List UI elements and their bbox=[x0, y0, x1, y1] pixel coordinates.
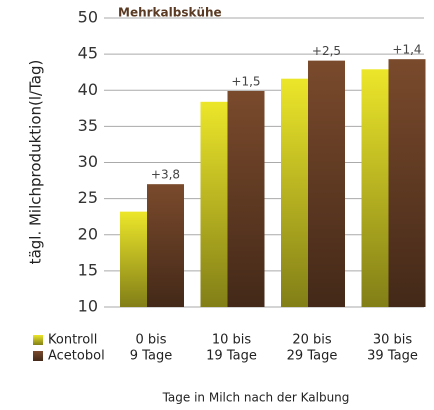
legend-swatch-shade bbox=[33, 335, 43, 345]
bar-shade bbox=[281, 78, 308, 307]
x-tick-label: 19 Tage bbox=[206, 349, 257, 364]
y-tick-label: 30 bbox=[78, 152, 98, 171]
x-tick-label: 39 Tage bbox=[367, 349, 418, 364]
bar-shade bbox=[308, 60, 345, 307]
y-tick-label: 20 bbox=[78, 224, 98, 243]
x-axis-label: Tage in Milch nach der Kalbung bbox=[162, 391, 350, 405]
y-tick-label: 40 bbox=[78, 80, 98, 99]
x-tick-label: 30 bis bbox=[373, 333, 413, 348]
x-tick-label: 0 bis bbox=[135, 333, 166, 348]
annotation: +1,4 bbox=[392, 43, 421, 57]
bar-shade bbox=[227, 90, 265, 307]
legend-label: Kontroll bbox=[48, 333, 97, 348]
bar-shade bbox=[120, 211, 147, 307]
chart-title: Mehrkalbskühe bbox=[118, 6, 222, 20]
bar-shade bbox=[147, 184, 184, 307]
annotation: +2,5 bbox=[312, 44, 341, 58]
bar-shade bbox=[361, 69, 389, 307]
x-tick-label: 29 Tage bbox=[287, 349, 338, 364]
legend-swatch-shade bbox=[33, 351, 43, 361]
y-tick-label: 15 bbox=[78, 260, 98, 279]
legend-label: Acetobol bbox=[48, 349, 105, 364]
y-tick-label: 10 bbox=[78, 297, 98, 316]
x-tick-label: 20 bis bbox=[292, 333, 332, 348]
bar-shade bbox=[388, 59, 426, 308]
x-tick-label: 10 bis bbox=[212, 333, 252, 348]
annotation: +1,5 bbox=[231, 74, 260, 88]
annotation: +3,8 bbox=[151, 168, 180, 182]
y-tick-label: 50 bbox=[78, 8, 98, 27]
x-tick-label: 9 Tage bbox=[130, 349, 172, 364]
y-axis-label: tägl. Milchproduktion(l/Tag) bbox=[27, 60, 45, 265]
bar-shade bbox=[200, 101, 228, 307]
y-tick-label: 25 bbox=[78, 188, 98, 207]
y-tick-label: 35 bbox=[78, 116, 98, 135]
y-tick-label: 45 bbox=[78, 44, 98, 63]
